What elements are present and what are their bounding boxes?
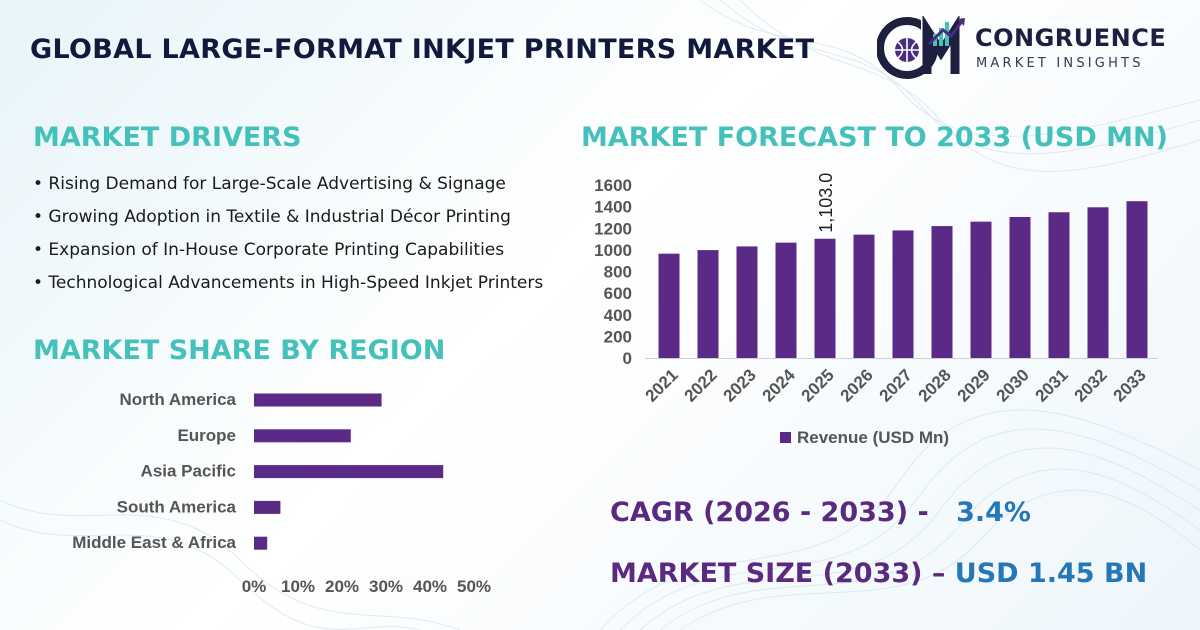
legend-label: Revenue (USD Mn) xyxy=(797,428,949,447)
driver-item: • Growing Adoption in Textile & Industri… xyxy=(33,207,511,227)
forecast-heading: MARKET FORECAST TO 2033 (USD MN) xyxy=(581,122,1168,153)
region-label: Middle East & Africa xyxy=(72,533,236,552)
region-label: South America xyxy=(117,497,237,516)
region-label: Europe xyxy=(177,426,236,445)
page-title: GLOBAL LARGE-FORMAT INKJET PRINTERS MARK… xyxy=(30,34,815,65)
forecast-bar xyxy=(1009,217,1031,358)
market-size-stat: MARKET SIZE (2033) – USD 1.45 BN xyxy=(610,558,1147,589)
region-x-tick: 20% xyxy=(325,577,359,596)
region-bar xyxy=(254,500,281,514)
forecast-y-tick: 200 xyxy=(604,327,632,346)
logo-name: CONGRUENCE xyxy=(975,24,1167,52)
globe-bar-chart-logo-icon xyxy=(877,16,965,79)
forecast-y-tick: 1400 xyxy=(594,198,632,217)
forecast-x-tick: 2031 xyxy=(1032,365,1072,405)
forecast-bar xyxy=(814,238,836,358)
forecast-x-tick: 2032 xyxy=(1071,365,1111,405)
cagr-value: 3.4% xyxy=(956,497,1031,528)
forecast-bar xyxy=(970,221,992,358)
forecast-x-tick: 2021 xyxy=(642,365,682,405)
forecast-chart: 0200400600800100012001400160020212022202… xyxy=(594,173,1158,447)
forecast-y-tick: 1200 xyxy=(594,219,632,238)
region-x-tick: 30% xyxy=(369,577,403,596)
region-share-chart: North America Europe Asia Pacific South Ame… xyxy=(72,390,491,596)
region-bar xyxy=(254,536,268,550)
region-bar xyxy=(254,393,382,407)
logo-tagline: MARKET INSIGHTS xyxy=(976,56,1144,71)
forecast-bar xyxy=(1126,201,1148,358)
forecast-bar xyxy=(853,234,875,358)
forecast-bar xyxy=(658,253,680,358)
region-x-tick: 10% xyxy=(281,577,315,596)
market-size-value: USD 1.45 BN xyxy=(954,558,1148,589)
forecast-x-tick: 2022 xyxy=(681,365,721,405)
forecast-y-tick: 1000 xyxy=(594,241,632,260)
region-x-tick: 0% xyxy=(242,577,267,596)
forecast-x-tick: 2029 xyxy=(954,365,994,405)
forecast-bar xyxy=(931,226,953,358)
region-x-tick: 40% xyxy=(413,577,447,596)
driver-item: • Rising Demand for Large-Scale Advertis… xyxy=(33,174,506,194)
region-x-tick: 50% xyxy=(457,577,491,596)
cagr-label: CAGR (2026 - 2033) - xyxy=(610,497,929,528)
forecast-bar xyxy=(736,246,758,358)
region-label: Asia Pacific xyxy=(141,462,236,481)
driver-item: • Expansion of In-House Corporate Printi… xyxy=(33,240,505,260)
forecast-bar xyxy=(697,250,719,358)
region-bar xyxy=(254,465,444,479)
forecast-y-tick: 0 xyxy=(623,349,632,368)
forecast-bar xyxy=(892,230,914,358)
forecast-x-tick: 2023 xyxy=(720,365,760,405)
drivers-heading: MARKET DRIVERS xyxy=(33,122,302,153)
forecast-x-tick: 2033 xyxy=(1110,365,1150,405)
forecast-bar xyxy=(1087,207,1109,358)
drivers-list: • Rising Demand for Large-Scale Advertis… xyxy=(33,168,571,300)
region-bar xyxy=(254,429,351,443)
market-size-label: MARKET SIZE (2033) – xyxy=(610,558,946,589)
forecast-data-label: 1,103.0 xyxy=(816,173,836,233)
region-label: North America xyxy=(119,390,236,409)
forecast-x-tick: 2028 xyxy=(915,365,955,405)
forecast-y-tick: 600 xyxy=(604,284,632,303)
forecast-x-tick: 2030 xyxy=(993,365,1033,405)
forecast-x-tick: 2027 xyxy=(876,365,916,405)
legend-swatch xyxy=(780,432,791,443)
forecast-y-tick: 1600 xyxy=(594,176,632,195)
forecast-x-tick: 2025 xyxy=(798,365,838,405)
forecast-x-tick: 2026 xyxy=(837,365,877,405)
forecast-bar xyxy=(1048,212,1070,358)
forecast-y-tick: 800 xyxy=(604,263,632,282)
forecast-x-tick: 2024 xyxy=(759,365,800,406)
forecast-bar xyxy=(775,242,797,358)
forecast-y-tick: 400 xyxy=(604,306,632,325)
driver-item: • Technological Advancements in High-Spe… xyxy=(33,273,544,293)
region-heading: MARKET SHARE BY REGION xyxy=(33,335,446,366)
company-logo xyxy=(877,16,965,79)
cagr-stat: CAGR (2026 - 2033) - 3.4% xyxy=(610,497,1031,528)
